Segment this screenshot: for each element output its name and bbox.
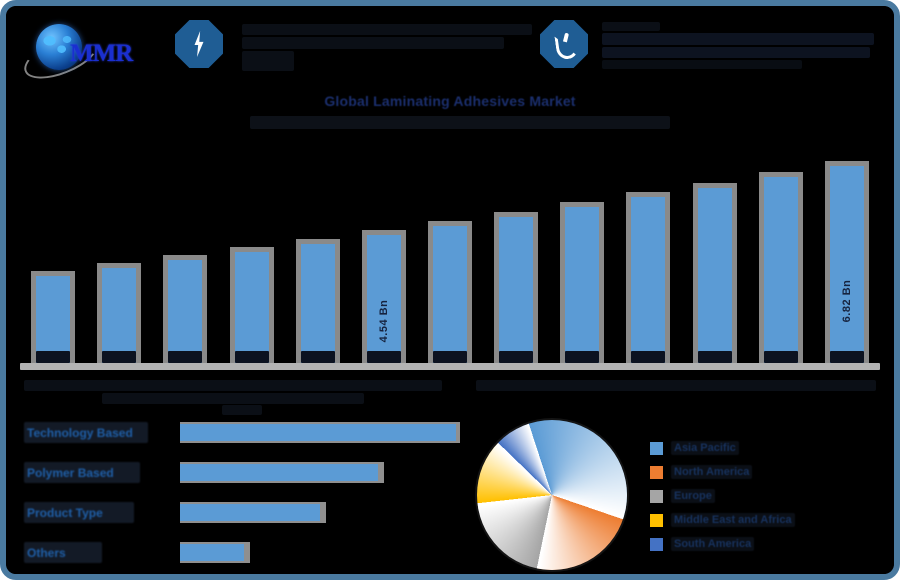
page-title: Global Laminating Adhesives Market	[324, 93, 576, 109]
bar-column	[428, 221, 472, 369]
segment-label: Others	[24, 542, 102, 563]
bar	[698, 188, 732, 369]
lightning-bolt-badge	[175, 20, 223, 68]
legend-label: Asia Pacific	[671, 441, 739, 455]
bar-column	[626, 192, 670, 369]
bar	[168, 260, 202, 369]
bar	[764, 177, 798, 369]
header-left-line1	[242, 24, 532, 35]
infographic-canvas: MMR Global Laminating Adhesives Market 4…	[6, 6, 894, 574]
x-axis-tick-label	[367, 351, 401, 363]
legend-label: South America	[671, 537, 755, 551]
bar-column	[163, 255, 207, 369]
bar	[565, 207, 599, 369]
x-axis-tick-label	[830, 351, 864, 363]
segment-row: Product Type	[20, 502, 470, 528]
header-right-line1	[602, 22, 660, 31]
x-axis-tick-label	[764, 351, 798, 363]
segment-label: Technology Based	[24, 422, 148, 443]
mmr-logo: MMR	[18, 20, 158, 88]
region-share-chart: Asia Pacific North America Europe Middle Ea…	[472, 412, 892, 574]
region-pie-separators	[477, 420, 627, 570]
bar-column: 4.54 Bn	[362, 230, 406, 369]
caption-line4	[476, 380, 876, 391]
segment-bar-fill	[180, 544, 244, 561]
bar	[301, 244, 335, 369]
bar	[235, 252, 269, 369]
caption-line3	[222, 405, 262, 415]
x-axis-tick-label	[433, 351, 467, 363]
bar	[367, 235, 401, 369]
x-axis-tick-label	[565, 351, 599, 363]
bar	[830, 166, 864, 369]
segment-row: Polymer Based	[20, 462, 470, 488]
x-axis-tick-label	[631, 351, 665, 363]
header: MMR	[6, 6, 894, 88]
x-axis-tick-label	[235, 351, 269, 363]
header-left-line3	[242, 51, 294, 71]
logo-text: MMR	[70, 40, 133, 67]
legend-swatch	[650, 537, 663, 551]
caption-line1	[24, 380, 442, 391]
bar-column	[759, 172, 803, 369]
bar-value-label: 6.82 Bn	[841, 279, 853, 323]
flame-icon	[555, 33, 573, 55]
bar-value-label: 4.54 Bn	[378, 299, 390, 343]
region-legend: Asia Pacific North America Europe Middle Ea…	[650, 436, 880, 556]
x-axis-tick-label	[36, 351, 70, 363]
header-right-line3	[602, 47, 870, 58]
segment-bar-fill	[180, 424, 456, 441]
segment-bar-list: Technology Based Polymer Based Product Typ…	[20, 422, 470, 572]
legend-item: Europe	[650, 484, 880, 508]
x-axis-tick-label	[698, 351, 732, 363]
segment-label: Product Type	[24, 502, 134, 523]
legend-label: North America	[671, 465, 753, 479]
segment-row: Others	[20, 542, 470, 568]
segment-bar-fill	[180, 504, 320, 521]
legend-item: South America	[650, 532, 880, 556]
flame-badge	[540, 20, 588, 68]
globe-icon	[36, 24, 82, 70]
chart-x-axis	[20, 363, 880, 370]
bar-column: 6.82 Bn	[825, 161, 869, 369]
legend-label: Europe	[671, 489, 715, 503]
bar-column	[693, 183, 737, 369]
x-axis-tick-label	[168, 351, 202, 363]
page-subtitle	[250, 116, 670, 129]
segment-row: Technology Based	[20, 422, 470, 448]
header-right-line4	[602, 60, 802, 69]
legend-swatch	[650, 489, 663, 503]
caption-line2	[102, 393, 364, 404]
bar-column	[494, 212, 538, 369]
header-right-line2	[602, 33, 874, 45]
bar-column	[560, 202, 604, 369]
lightning-bolt-icon	[194, 31, 204, 57]
legend-item: Middle East and Africa	[650, 508, 880, 532]
legend-swatch	[650, 465, 663, 479]
legend-label: Middle East and Africa	[671, 513, 795, 527]
legend-swatch	[650, 513, 663, 527]
segment-bar-fill	[180, 464, 378, 481]
bar	[499, 217, 533, 369]
x-axis-tick-label	[499, 351, 533, 363]
legend-item: Asia Pacific	[650, 436, 880, 460]
segment-label: Polymer Based	[24, 462, 140, 483]
x-axis-tick-label	[102, 351, 136, 363]
legend-item: North America	[650, 460, 880, 484]
legend-swatch	[650, 441, 663, 455]
bar-column	[230, 247, 274, 369]
bar	[631, 197, 665, 369]
header-left-line2	[242, 37, 504, 49]
bar-column	[296, 239, 340, 369]
market-growth-bar-chart: 4.54 Bn 6.82 Bn	[20, 134, 880, 369]
x-axis-tick-label	[301, 351, 335, 363]
bar	[433, 226, 467, 369]
